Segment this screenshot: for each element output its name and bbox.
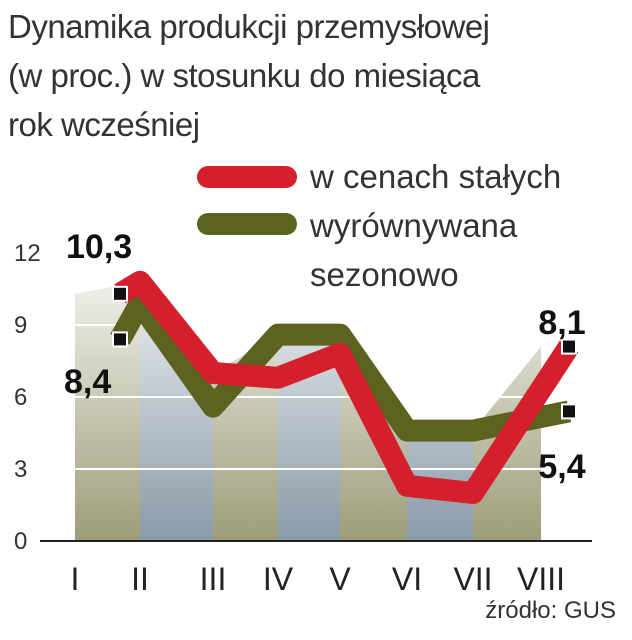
x-tick-label: VIII: [517, 561, 565, 597]
x-tick-label: VI: [392, 561, 422, 597]
endpoint-marker: [112, 285, 128, 302]
y-tick-label: 12: [14, 240, 41, 267]
source-note: źródło: GUS: [485, 597, 616, 624]
x-tick-label: V: [329, 561, 351, 597]
y-axis: 0 3 6 9 12: [14, 240, 41, 555]
legend-label-seasonal-1: wyrównywana: [310, 207, 518, 244]
legend-label-constant: w cenach stałych: [310, 158, 562, 195]
x-tick-label: IV: [263, 561, 294, 597]
title-line-2: (w proc.) w stosunku do miesiąca: [8, 57, 480, 94]
endpoint-marker: [112, 331, 128, 348]
data-labels: 10,3 8,4 8,1 5,4: [64, 228, 586, 486]
data-label: 8,1: [538, 304, 585, 342]
x-tick-label: II: [131, 561, 149, 597]
y-tick-label: 6: [14, 384, 27, 411]
x-tick-label: VII: [453, 561, 492, 597]
x-tick-label: I: [71, 561, 80, 597]
series-line: [110, 292, 572, 442]
endpoint-marker: [561, 338, 577, 355]
endpoint-marker: [561, 403, 577, 420]
series-lines: [110, 270, 579, 504]
series-line: [114, 270, 579, 504]
data-label: 8,4: [64, 363, 111, 401]
chart-title: Dynamika produkcji przemysłowej (w proc.…: [8, 2, 608, 149]
data-label: 10,3: [66, 228, 132, 266]
legend-label-seasonal-2: sezonowo: [310, 256, 459, 293]
title-line-3: rok wcześniej: [8, 106, 200, 143]
x-axis: I II III IV V VI VII VIII: [71, 561, 565, 597]
legend: [197, 166, 297, 235]
title-line-1: Dynamika produkcji przemysłowej: [8, 8, 490, 45]
y-tick-label: 0: [14, 528, 27, 555]
y-tick-label: 9: [14, 312, 27, 339]
y-tick-label: 3: [14, 456, 27, 483]
data-label: 5,4: [538, 448, 585, 486]
x-tick-label: III: [200, 561, 227, 597]
markers: [112, 285, 577, 420]
